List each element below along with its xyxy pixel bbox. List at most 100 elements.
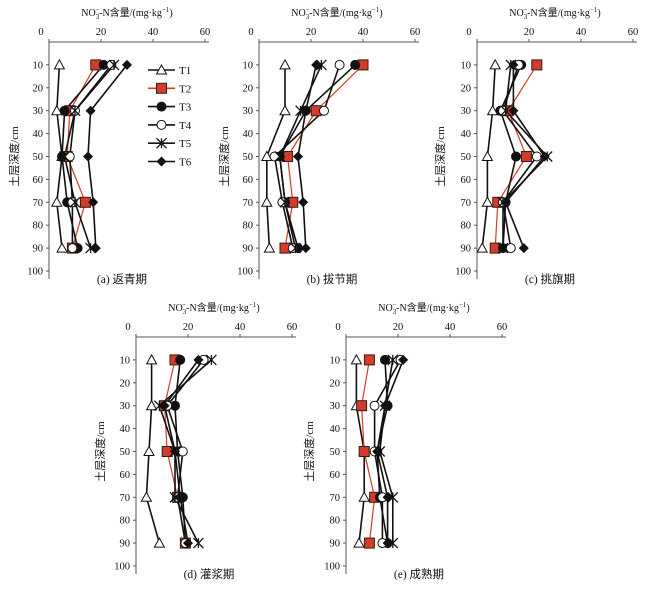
data-point-T5-marker <box>387 537 399 549</box>
y-tick-label: 20 <box>243 83 254 94</box>
y-tick-label: 80 <box>243 221 254 232</box>
data-point-T5-marker <box>153 400 165 412</box>
data-point-T6-marker <box>539 151 550 162</box>
series-markers-T5 <box>274 59 327 254</box>
y-tick-label: 50 <box>461 152 472 163</box>
y-tick-label: 80 <box>120 516 131 527</box>
y-tick-label: 60 <box>243 175 254 186</box>
panel-caption: (e) 成熟期 <box>394 567 444 581</box>
xlabel-part: -N含量/(mg·kg <box>309 6 372 19</box>
data-point-T6-marker <box>193 354 204 365</box>
data-point-T5-marker <box>69 196 81 208</box>
data-point-T6-marker <box>83 151 93 162</box>
y-tick-label: 60 <box>33 175 44 186</box>
panel-caption: (d) 灌浆期 <box>184 567 235 581</box>
xlabel-part: -N含量/(mg·kg <box>99 6 162 19</box>
x-axis-title: NO3−-N含量/(mg·kg−1) <box>378 301 469 316</box>
data-point-T4-marker <box>67 243 78 254</box>
y-axis-title: 土层深度/cm <box>217 126 231 187</box>
x-axis-title: NO3−-N含量/(mg·kg−1) <box>168 301 259 316</box>
panel-caption: (b) 拔节期 <box>307 272 358 286</box>
x-tick-label: 60 <box>628 27 639 38</box>
data-point-T1-marker <box>481 150 494 161</box>
series-markers-T6 <box>372 354 409 549</box>
x-tick-label: 20 <box>96 27 107 38</box>
y-tick-label: 50 <box>120 447 131 458</box>
data-point-T1-marker <box>489 58 502 70</box>
xlabel-part: NO <box>291 8 305 19</box>
data-point-T6-marker <box>298 197 309 208</box>
data-point-T2-marker <box>358 446 370 457</box>
data-point-T1-marker <box>143 445 155 456</box>
data-point-T5-marker <box>387 354 399 366</box>
data-point-T2-marker <box>363 354 375 366</box>
legend-label: T5 <box>179 138 192 150</box>
data-point-T4-marker <box>369 400 380 411</box>
legend-marker <box>156 156 167 167</box>
data-point-T5-marker <box>205 354 217 366</box>
data-point-T5-marker <box>85 242 97 254</box>
data-point-T6-marker <box>88 197 99 208</box>
xlabel-sup: − <box>305 6 309 14</box>
y-tick-label: 60 <box>461 175 472 186</box>
y-tick-label: 70 <box>243 198 254 209</box>
y-tick-label: 90 <box>120 539 131 550</box>
data-point-T5-marker <box>289 242 301 254</box>
data-point-T4-marker <box>269 151 280 162</box>
data-point-T1-marker <box>53 58 66 70</box>
y-tick-label: 50 <box>33 152 44 163</box>
xlabel-sup: −1 <box>372 6 380 14</box>
data-point-T2-marker <box>356 400 368 412</box>
y-tick-label: 80 <box>33 221 44 232</box>
y-tick-label: 30 <box>330 401 341 412</box>
legend-label: T6 <box>179 157 192 169</box>
data-point-T4-marker <box>319 105 329 116</box>
y-tick-label: 30 <box>243 106 254 117</box>
data-point-T6-marker <box>518 243 529 254</box>
data-point-T5-marker <box>295 105 307 117</box>
data-point-T1-marker <box>260 196 273 207</box>
x-tick-label: 0 <box>248 27 253 38</box>
series-markers-T6 <box>159 354 204 549</box>
series-markers-T1 <box>476 58 502 253</box>
series-markers-T1 <box>260 58 291 253</box>
data-point-T1-marker <box>50 104 63 116</box>
x-tick-label: 0 <box>125 322 130 333</box>
data-point-T2-marker <box>520 151 532 162</box>
y-tick-label: 70 <box>120 493 131 504</box>
data-point-T6-marker <box>380 400 390 411</box>
data-point-T6-marker <box>500 197 511 208</box>
y-tick-label: 20 <box>33 83 44 94</box>
data-point-T6-marker <box>85 105 96 116</box>
y-tick-label: 70 <box>330 493 341 504</box>
data-point-T5-marker <box>169 491 181 503</box>
y-tick-label: 10 <box>461 60 472 71</box>
y-tick-label: 10 <box>330 355 341 366</box>
xlabel-part: ) <box>379 8 382 19</box>
xlabel-sup: −1 <box>249 301 257 309</box>
data-point-T1-marker <box>140 491 153 502</box>
y-tick-label: 100 <box>237 267 253 278</box>
y-tick-label: 90 <box>33 244 44 255</box>
y-tick-label: 80 <box>330 516 341 527</box>
y-tick-label: 10 <box>120 355 131 366</box>
data-point-T6-marker <box>300 243 311 254</box>
x-tick-label: 40 <box>148 27 159 38</box>
xlabel-part: -N含量/(mg·kg <box>527 6 590 19</box>
x-tick-label: 60 <box>497 322 508 333</box>
data-point-T3-marker <box>380 354 390 365</box>
series-markers-T6 <box>500 59 550 254</box>
y-axis-title: 土层深度/cm <box>433 126 447 187</box>
xlabel-sup: − <box>182 301 186 309</box>
y-tick-label: 100 <box>324 562 340 573</box>
data-point-T3-marker <box>350 59 361 70</box>
y-tick-label: 10 <box>33 60 44 71</box>
data-point-T5-marker <box>500 105 512 117</box>
data-point-T2-marker <box>363 537 375 549</box>
series-markers-T5 <box>374 354 399 549</box>
y-tick-label: 30 <box>120 401 131 412</box>
y-tick-label: 30 <box>461 106 472 117</box>
xlabel-part: ) <box>597 8 600 19</box>
y-axis-title: 土层深度/cm <box>7 126 21 187</box>
xlabel-sub: 3 <box>524 13 528 21</box>
